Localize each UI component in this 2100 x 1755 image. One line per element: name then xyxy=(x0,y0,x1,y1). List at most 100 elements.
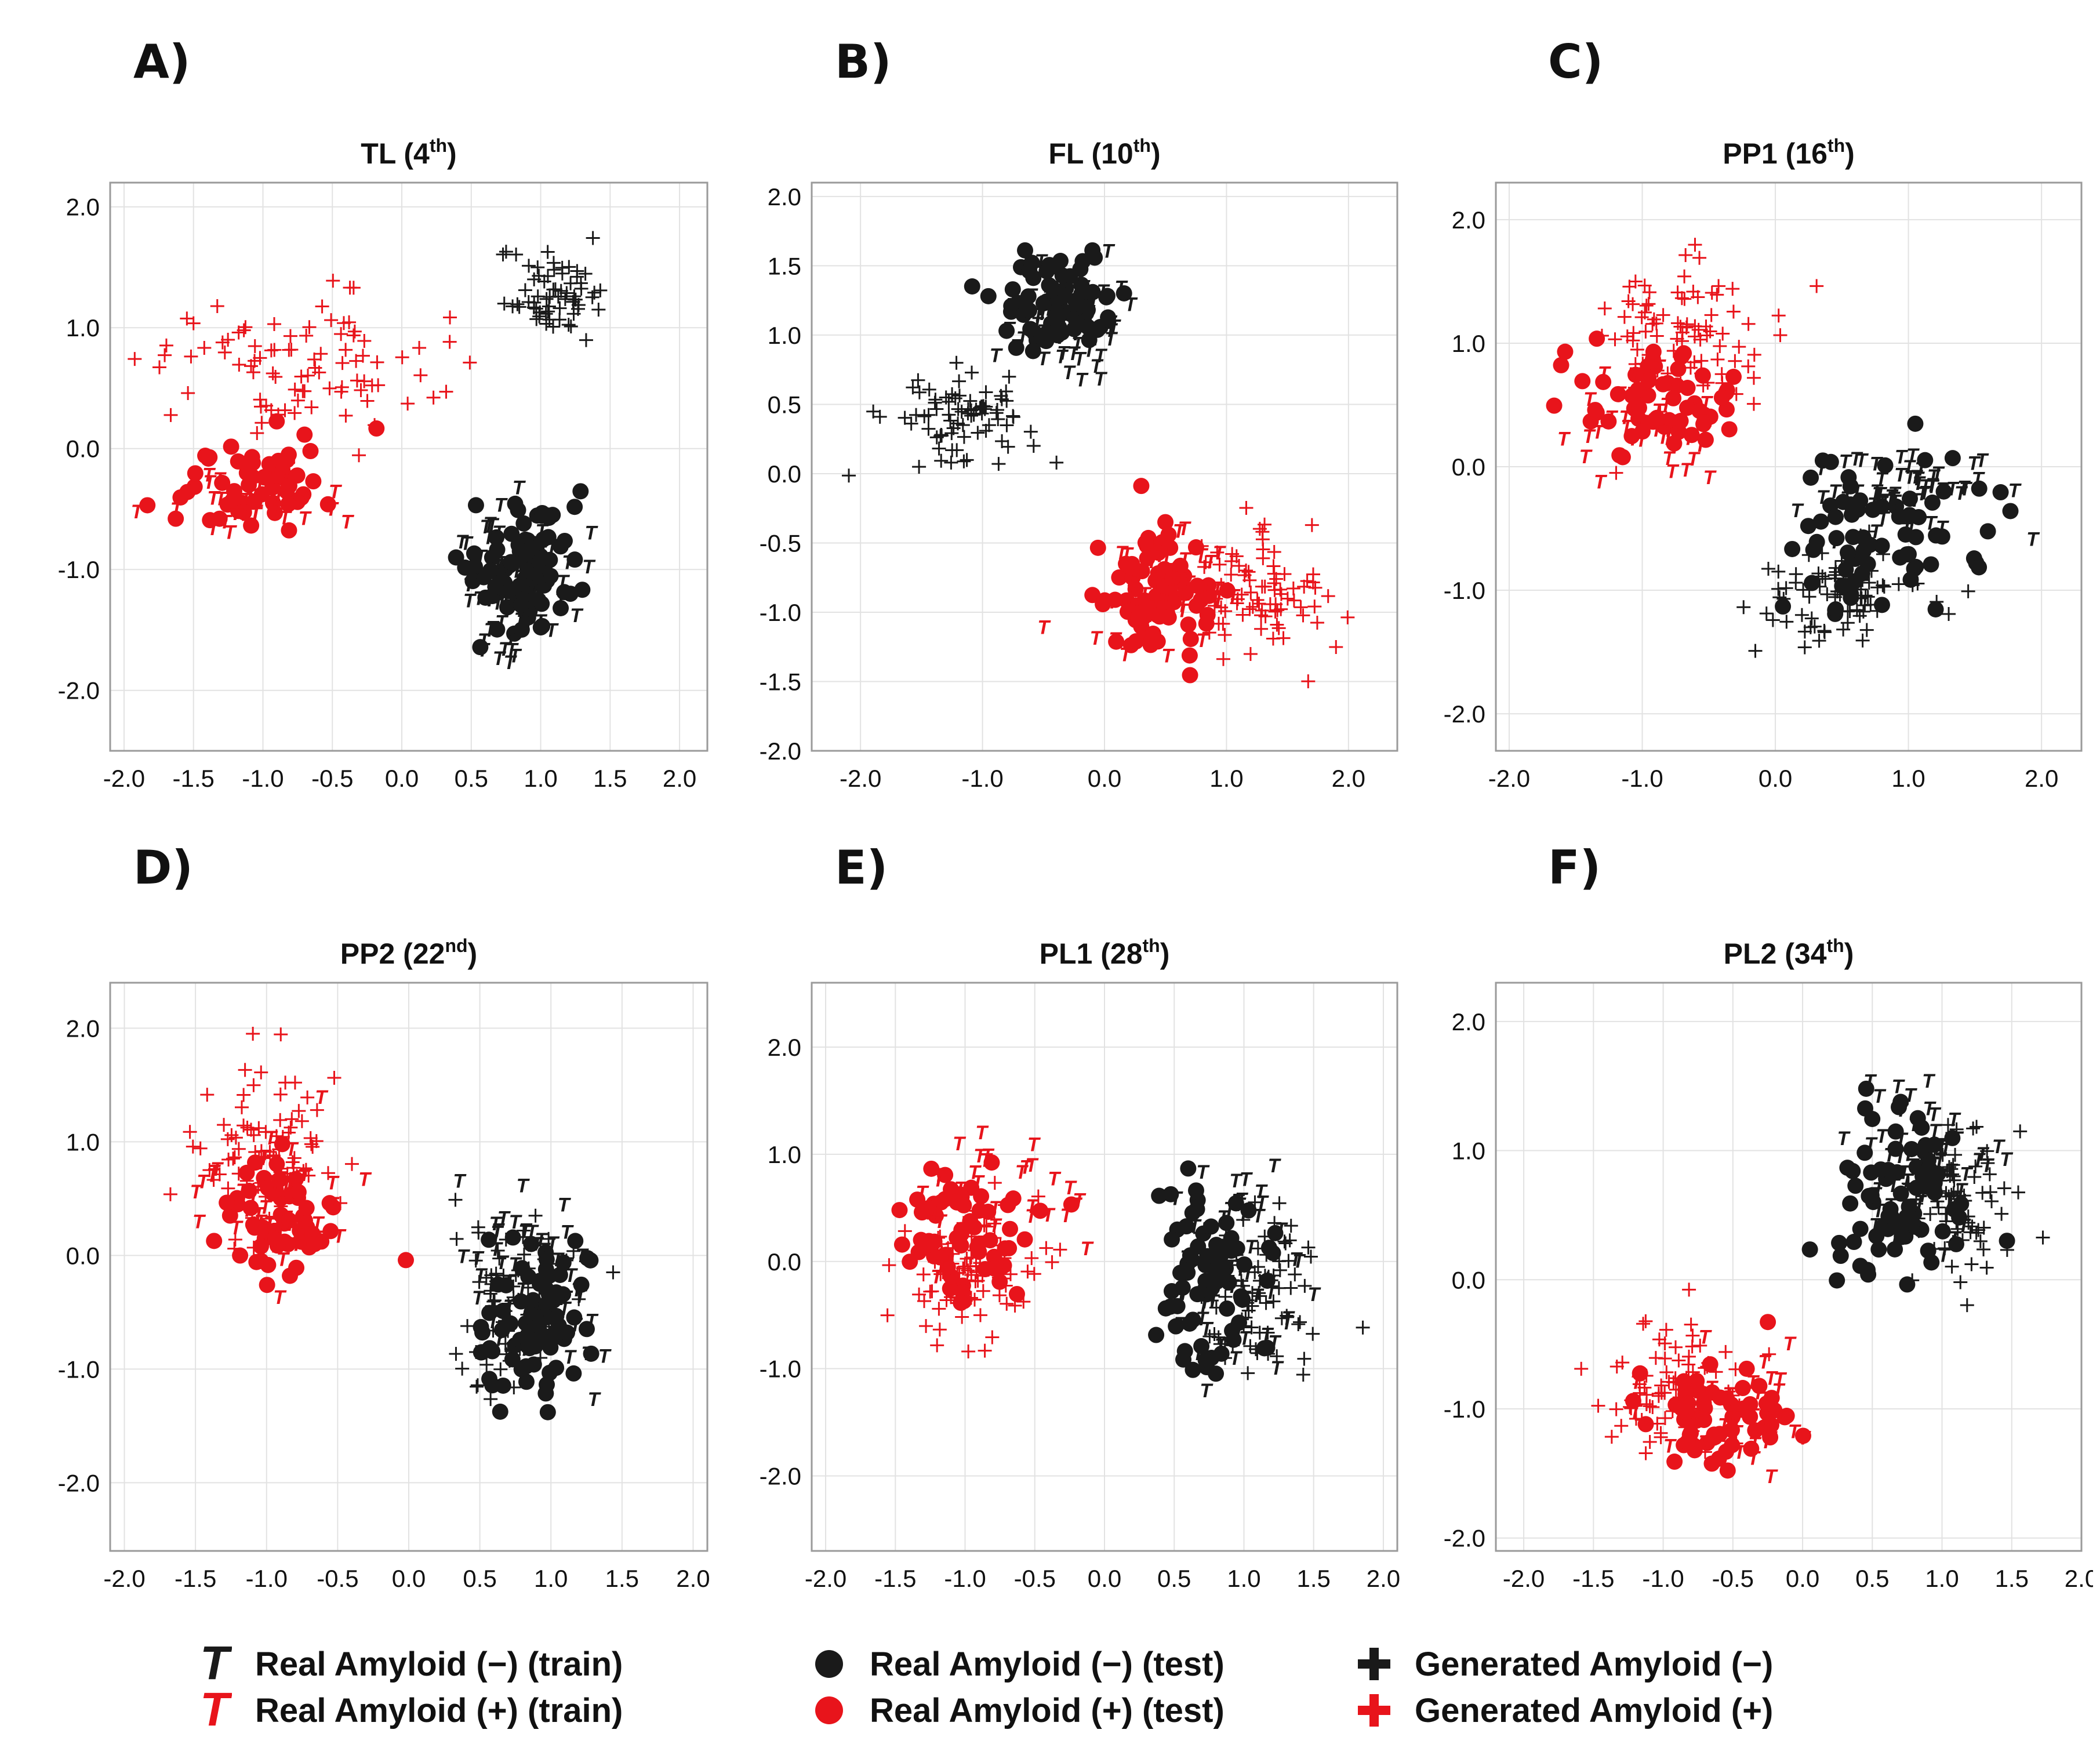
point-gen_pos xyxy=(1254,622,1269,636)
point-train_neg: T xyxy=(1060,292,1074,314)
point-train_pos: T xyxy=(249,503,263,525)
point-gen_pos xyxy=(880,1308,895,1322)
point-train_pos: T xyxy=(1759,1388,1772,1410)
point-test_neg xyxy=(1855,529,1872,546)
point-gen_pos xyxy=(221,1181,235,1196)
point-train_pos: T xyxy=(268,1235,282,1257)
point-train_neg: T xyxy=(1260,1324,1274,1346)
point-test_neg xyxy=(1220,1274,1237,1291)
point-train_neg: T xyxy=(1213,1255,1227,1277)
point-test_neg xyxy=(513,1293,529,1310)
point-gen_pos xyxy=(1630,343,1644,357)
point-train_pos: T xyxy=(1758,1351,1772,1373)
point-test_neg xyxy=(1040,325,1057,342)
y-tick-label: -2.0 xyxy=(58,1469,100,1496)
point-train_neg: T xyxy=(547,1322,561,1344)
point-test_pos xyxy=(1089,539,1106,556)
point-train_pos: T xyxy=(1761,1421,1775,1443)
point-test_pos xyxy=(1157,514,1174,531)
x-tick-label: 0.5 xyxy=(455,765,488,792)
y-tick-label: 1.0 xyxy=(1452,1138,1485,1165)
point-test_neg xyxy=(1887,1140,1904,1157)
point-train_neg: T xyxy=(1924,1140,1938,1162)
point-gen_neg xyxy=(484,1392,498,1407)
point-test_pos xyxy=(939,1259,956,1276)
point-test_neg xyxy=(1812,513,1829,530)
point-gen_pos xyxy=(1725,282,1740,296)
point-train_neg: T xyxy=(1042,287,1056,309)
point-test_neg xyxy=(518,1358,535,1375)
y-tick-label: -1.0 xyxy=(58,556,100,583)
point-train_neg: T xyxy=(1175,1286,1189,1308)
point-train_neg: T xyxy=(555,588,569,611)
point-train_neg: T xyxy=(1816,486,1830,508)
point-train_pos: T xyxy=(954,1178,968,1200)
point-test_neg xyxy=(1189,1286,1206,1303)
point-gen_neg xyxy=(1291,1317,1306,1331)
point-gen_pos xyxy=(264,403,278,417)
point-train_pos: T xyxy=(1652,399,1666,422)
point-test_pos xyxy=(1742,1396,1759,1413)
point-train_pos: T xyxy=(1683,428,1696,450)
point-gen_pos xyxy=(1636,1317,1651,1331)
point-gen_pos xyxy=(152,360,166,375)
point-train_neg: T xyxy=(1927,466,1941,488)
point-gen_pos xyxy=(1271,621,1286,635)
point-gen_neg xyxy=(995,434,1009,449)
point-test_neg xyxy=(567,1233,584,1249)
point-gen_pos xyxy=(1710,352,1725,366)
point-train_neg: T xyxy=(508,1253,522,1276)
point-gen_pos xyxy=(443,310,457,325)
point-gen_neg xyxy=(1253,1289,1267,1303)
point-gen_pos xyxy=(955,1310,969,1324)
point-train_neg: T xyxy=(1265,1282,1279,1304)
point-gen_pos xyxy=(354,383,368,398)
point-test_pos xyxy=(1719,1462,1736,1479)
point-test_neg xyxy=(1208,1237,1225,1253)
point-gen_neg xyxy=(1804,611,1819,626)
point-gen_neg xyxy=(1271,1281,1286,1295)
y-tick-label: -1.0 xyxy=(760,1356,801,1383)
point-gen_pos xyxy=(200,1088,215,1102)
point-gen_neg xyxy=(2013,1124,2028,1139)
point-train_neg: T xyxy=(1936,479,1950,501)
point-gen_pos xyxy=(1020,1265,1035,1279)
point-train_neg: T xyxy=(1946,478,1960,500)
point-train_pos: T xyxy=(230,503,244,525)
point-train_neg: T xyxy=(1229,1170,1243,1192)
point-train_pos: T xyxy=(1138,583,1152,605)
point-gen_pos xyxy=(1617,310,1632,324)
point-gen_pos xyxy=(1232,559,1247,573)
point-gen_pos xyxy=(283,329,297,343)
point-gen_neg xyxy=(1850,603,1864,617)
point-train_neg: T xyxy=(1016,328,1030,350)
point-train_pos: T xyxy=(1579,446,1593,468)
point-train_neg: T xyxy=(582,556,596,578)
point-gen_pos xyxy=(1650,329,1664,343)
point-train_neg: T xyxy=(515,566,529,588)
point-gen_neg xyxy=(1923,1207,1938,1222)
point-gen_neg xyxy=(509,248,524,262)
point-train_pos: T xyxy=(1176,600,1190,622)
point-gen_pos xyxy=(439,384,453,399)
y-tick-label: 0.0 xyxy=(768,1248,801,1276)
point-gen_neg xyxy=(929,402,944,416)
point-train_neg: T xyxy=(520,531,534,553)
point-train_neg: T xyxy=(1872,1200,1886,1222)
point-gen_pos xyxy=(324,313,339,328)
plot-frame xyxy=(1495,181,2083,752)
point-test_neg xyxy=(481,1305,498,1321)
point-gen_pos xyxy=(334,384,348,399)
point-gen_pos xyxy=(299,329,314,343)
y-tick-label: -2.0 xyxy=(1444,700,1485,728)
point-gen_pos xyxy=(1340,610,1355,624)
point-train_neg: T xyxy=(531,1233,544,1255)
point-train_pos: T xyxy=(333,1225,347,1247)
point-train_neg: T xyxy=(1910,466,1924,488)
point-gen_pos xyxy=(227,1150,242,1165)
point-test_pos xyxy=(206,1233,223,1249)
point-train_pos: T xyxy=(1761,1409,1775,1431)
point-train_neg: T xyxy=(525,1221,539,1243)
point-test_pos xyxy=(953,1226,969,1242)
point-train_neg: T xyxy=(519,1219,533,1241)
